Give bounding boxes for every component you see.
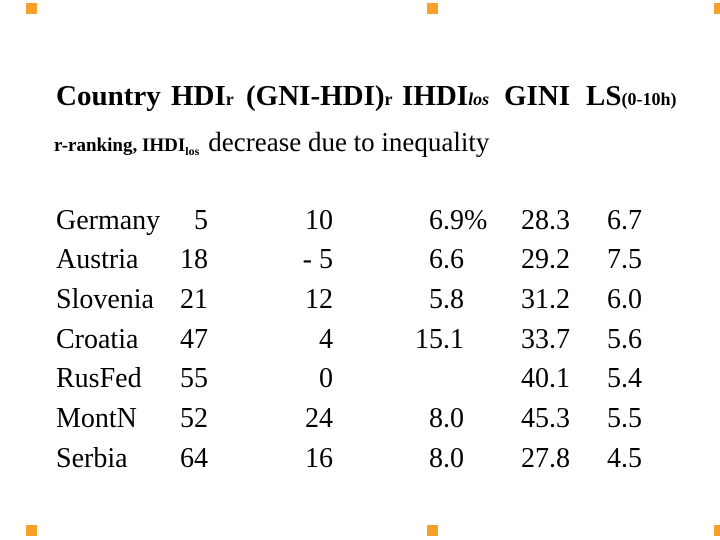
gini-value: 27.8	[521, 443, 570, 474]
hdi-rank-value: 55	[180, 363, 208, 394]
orange-marker-bottom-middle	[427, 525, 438, 536]
country-name: Slovenia	[56, 284, 154, 315]
header-ihdi-main: IHDI	[402, 80, 469, 112]
table-row: Serbia 64 16 8.0 27.8 4.5	[0, 442, 720, 478]
ihdi-loss-value: 6.9%	[429, 204, 487, 238]
country-name: RusFed	[56, 363, 142, 394]
country-name: MontN	[56, 403, 137, 434]
percent-sign: %	[464, 205, 488, 236]
ls-value: 5.6	[607, 324, 642, 355]
orange-marker-top-middle	[427, 3, 438, 14]
header-hdi-rank: HDIr	[171, 79, 234, 114]
subheader-bold-text: r-ranking, IHDI	[54, 135, 186, 156]
header-ihdi-sub: los	[468, 89, 490, 109]
hdi-rank-value: 52	[180, 403, 208, 434]
header-ls-sub: (0-10h)	[621, 89, 677, 109]
ls-value: 5.4	[607, 363, 642, 394]
gni-hdi-diff-value: 16	[305, 443, 333, 474]
ls-value: 7.5	[607, 244, 642, 275]
table-subheader-line: r-ranking, IHDIlos decrease due to inequa…	[54, 126, 489, 158]
table-row: Croatia 47 4 15.1 33.7 5.6	[0, 323, 720, 359]
table-row: Germany 5 10 6.9% 28.3 6.7	[0, 204, 720, 240]
hdi-rank-value: 18	[180, 244, 208, 275]
ls-value: 4.5	[607, 443, 642, 474]
hdi-rank-value: 64	[180, 443, 208, 474]
ihdi-loss-number: 6.6	[429, 244, 464, 275]
ls-value: 5.5	[607, 403, 642, 434]
country-name: Serbia	[56, 443, 128, 474]
gni-hdi-diff-value: 4	[319, 324, 333, 355]
orange-marker-top-left	[26, 3, 37, 14]
hdi-rank-value: 5	[194, 205, 208, 236]
gni-hdi-diff-value: 24	[305, 403, 333, 434]
ls-value: 6.0	[607, 284, 642, 315]
gini-value: 31.2	[521, 284, 570, 315]
header-country: Country	[56, 80, 161, 112]
ihdi-loss-value: 5.8	[429, 283, 464, 317]
country-name: Germany	[56, 205, 161, 236]
orange-marker-bottom-left	[26, 525, 37, 536]
ihdi-loss-number: 5.8	[429, 284, 464, 315]
gini-value: 40.1	[521, 363, 570, 394]
header-gni-hdi: (GNI-HDI)r	[246, 79, 393, 114]
table-row: RusFed 55 0 40.1 5.4	[0, 362, 720, 398]
gini-value: 29.2	[521, 244, 570, 275]
table-header-line: Country HDIr (GNI-HDI)r IHDIlos GINI LS(…	[0, 79, 720, 121]
ls-value: 6.7	[607, 205, 642, 236]
gini-value: 28.3	[521, 205, 570, 236]
subheader-bold-subscript: los	[185, 144, 200, 158]
table-row: Slovenia 21 12 5.8 31.2 6.0	[0, 283, 720, 319]
gni-hdi-diff-value: - 5	[302, 244, 333, 275]
ihdi-loss-number: 8.0	[429, 403, 464, 434]
header-gini: GINI	[504, 80, 571, 112]
gni-hdi-diff-value: 0	[319, 363, 333, 394]
hdi-rank-value: 21	[180, 284, 208, 315]
gini-value: 33.7	[521, 324, 570, 355]
ihdi-loss-value: 6.6	[429, 243, 464, 277]
ihdi-loss-number: 6.9	[429, 205, 464, 236]
gni-hdi-diff-value: 10	[305, 205, 333, 236]
orange-marker-bottom-right	[714, 525, 720, 536]
country-name: Croatia	[56, 324, 139, 355]
orange-marker-top-right	[714, 3, 720, 14]
header-gni-hdi-sub: r	[384, 89, 393, 109]
header-hdi-sub: r	[225, 89, 234, 109]
header-ls-main: LS	[586, 80, 622, 112]
header-hdi-main: HDI	[171, 80, 226, 112]
header-ihdi-loss: IHDIlos	[402, 79, 489, 114]
header-gni-hdi-main: (GNI-HDI)	[246, 80, 385, 112]
ihdi-loss-value: 8.0	[429, 402, 464, 436]
gini-value: 45.3	[521, 403, 570, 434]
ihdi-loss-value: 15.1	[415, 323, 464, 357]
subheader-description: decrease due to inequality	[208, 127, 490, 157]
hdi-rank-value: 47	[180, 324, 208, 355]
ihdi-loss-number: 8.0	[429, 443, 464, 474]
ihdi-loss-number: 15.1	[415, 324, 464, 355]
table-row: MontN 52 24 8.0 45.3 5.5	[0, 402, 720, 438]
ihdi-loss-value: 8.0	[429, 442, 464, 476]
table-row: Austria 18 - 5 6.6 29.2 7.5	[0, 243, 720, 279]
country-name: Austria	[56, 244, 139, 275]
header-life-satisfaction: LS(0-10h)	[586, 79, 676, 114]
gni-hdi-diff-value: 12	[305, 284, 333, 315]
